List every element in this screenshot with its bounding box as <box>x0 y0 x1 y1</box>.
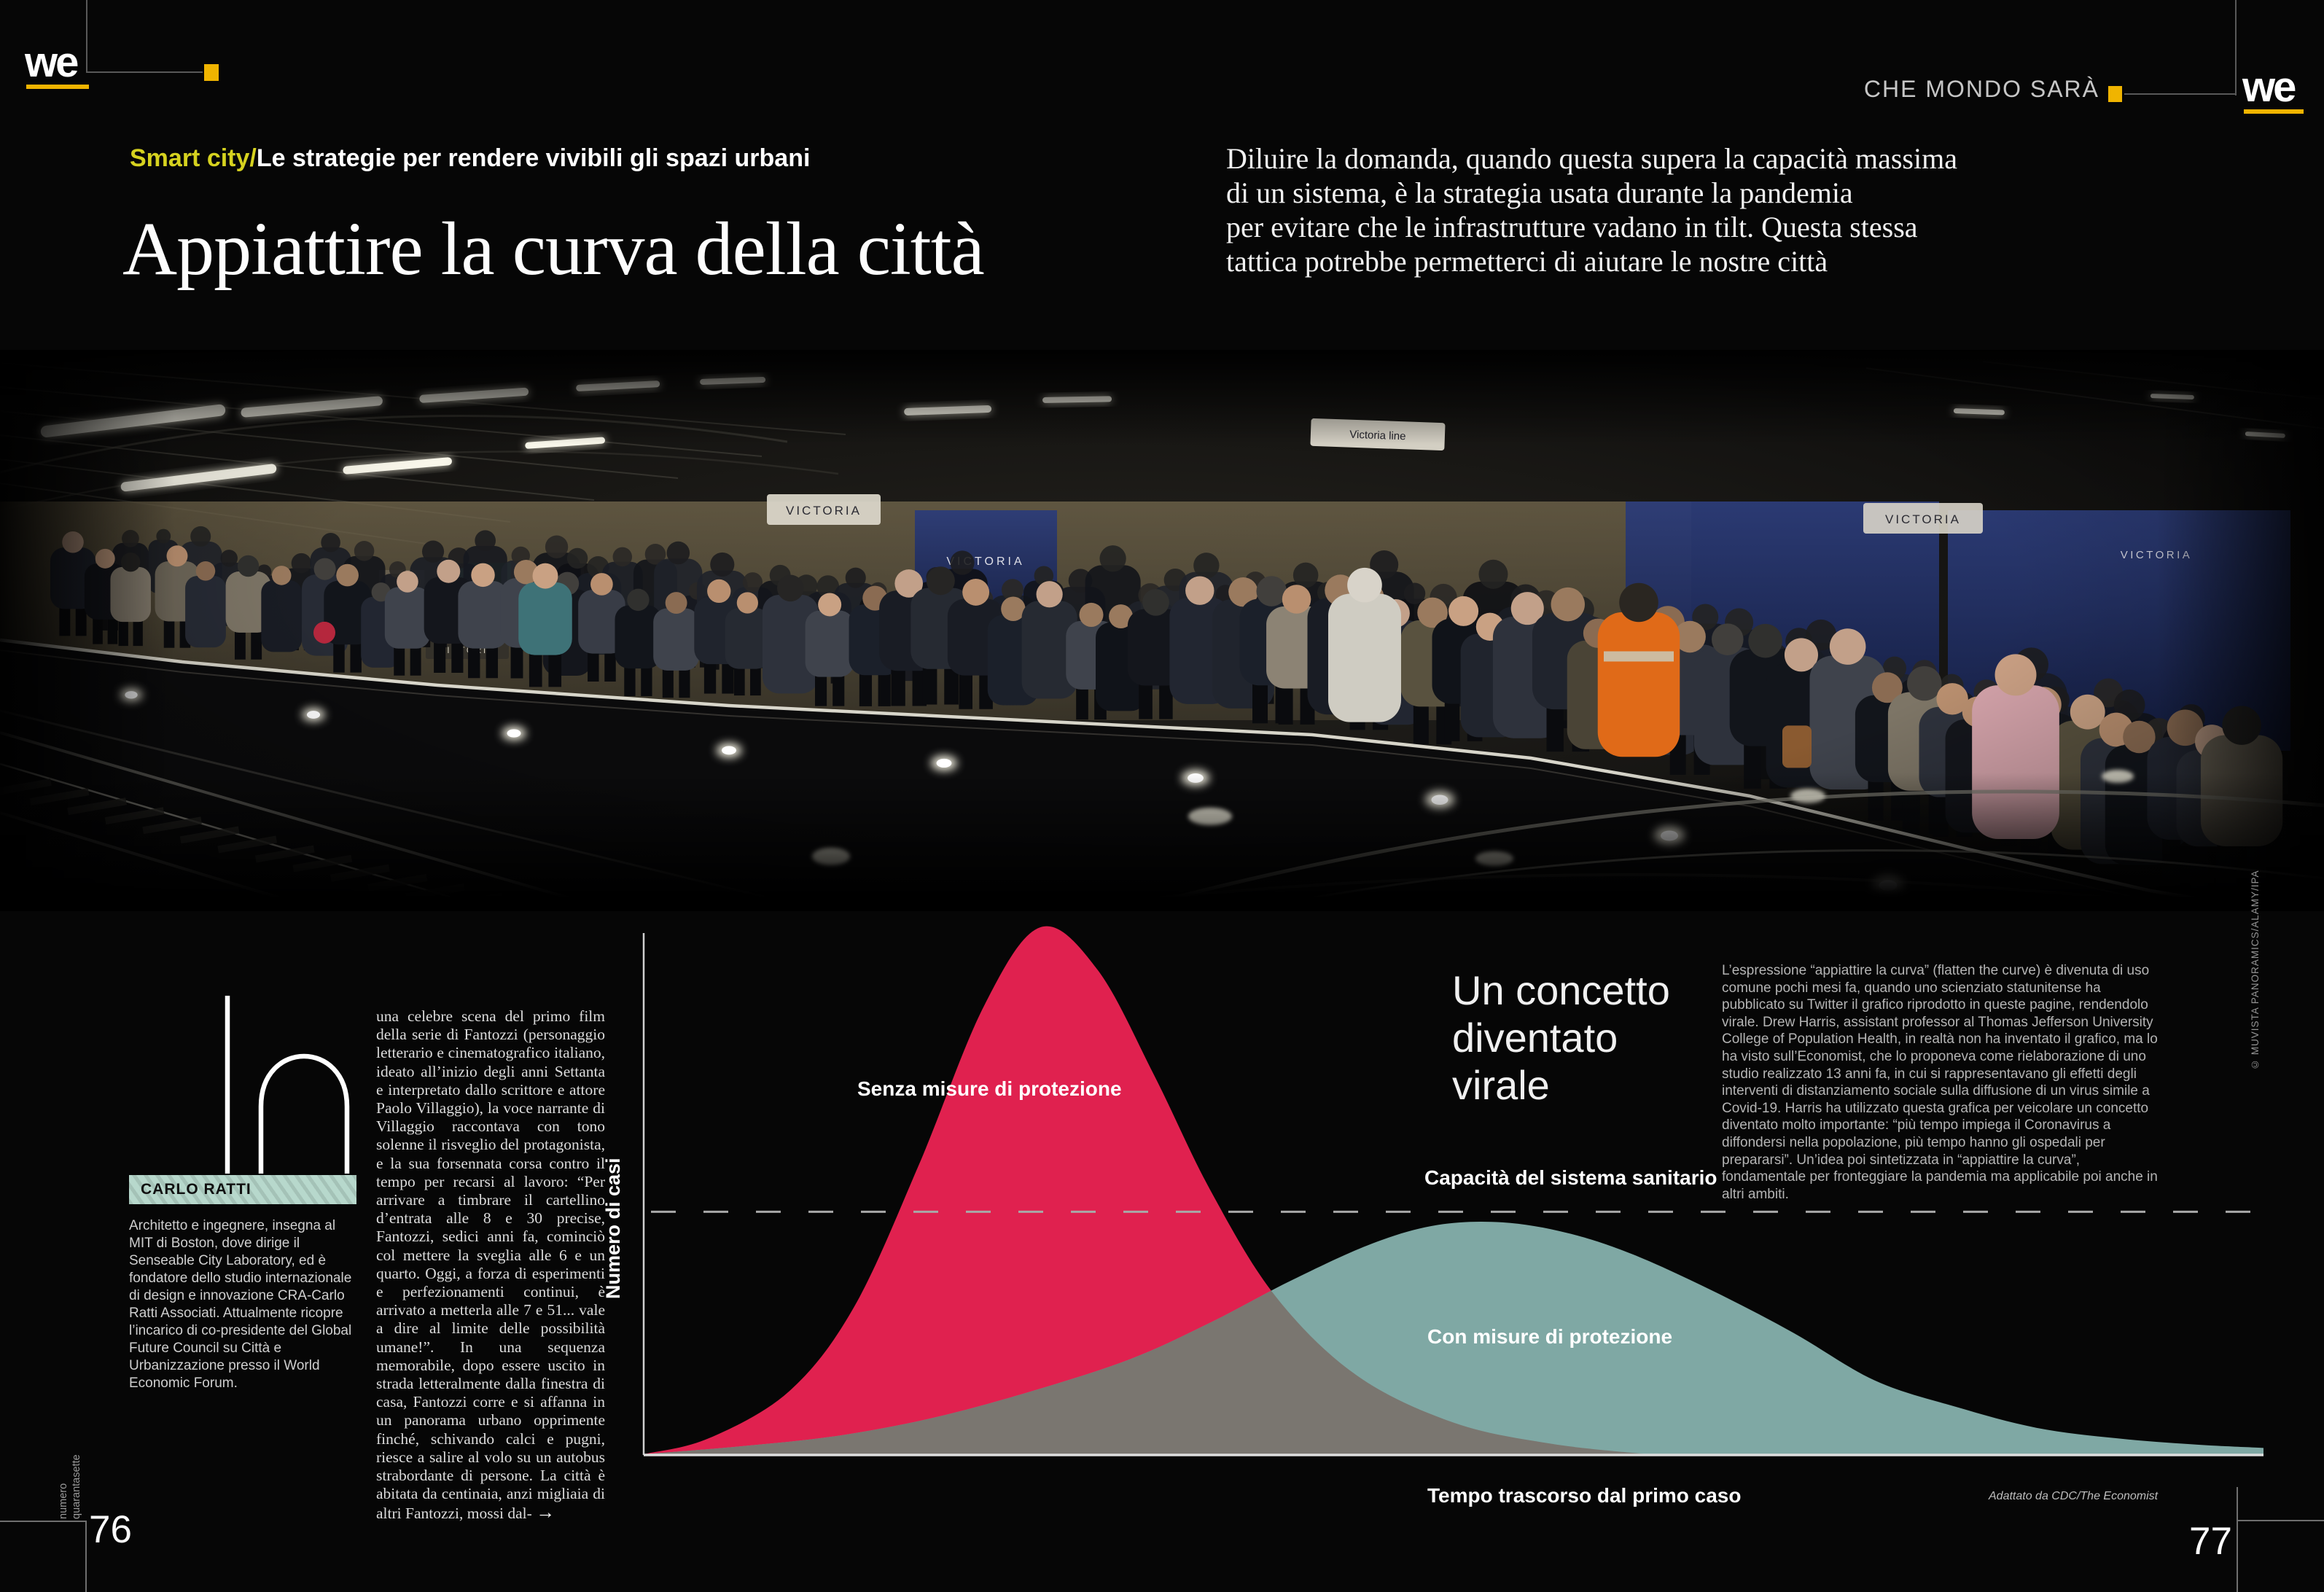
victoria-sign: VICTORIA <box>2121 549 2193 561</box>
magazine-logo-right: we <box>2242 63 2296 111</box>
victoria-line-sign: Victoria line <box>1349 429 1406 443</box>
kicker-text: Le strategie per rendere vivibili gli sp… <box>256 144 811 172</box>
author-bio: Architetto e ingegnere, insegna al MIT d… <box>129 1218 352 1391</box>
line-sign: Victoria line <box>1310 418 1446 451</box>
sidebar-heading-line: virale <box>1452 1062 1550 1108</box>
divider-line <box>2235 0 2237 95</box>
corner-mark <box>0 1521 86 1522</box>
yellow-square-marker <box>204 64 219 81</box>
continuation-arrow: → <box>536 1501 555 1523</box>
author-name-band: CARLO RATTI <box>129 1175 356 1204</box>
issue-line: numero <box>58 1483 69 1519</box>
article-text: una celebre scena del primo film della s… <box>376 1007 605 1523</box>
standfirst-line: di un sistema, è la strategia usata dura… <box>1226 176 1853 209</box>
y-axis-label: Numero di casi <box>602 1158 624 1299</box>
victoria-sign: VICTORIA <box>1885 512 1961 526</box>
label-with-protection: Con misure di protezione <box>1427 1325 1673 1348</box>
logo-underline <box>26 85 89 89</box>
corner-mark <box>2237 1520 2324 1521</box>
corner-mark <box>85 1521 87 1592</box>
page-number-right: 77 <box>2189 1520 2232 1563</box>
magazine-logo-left: we <box>25 39 79 86</box>
label-capacity: Capacità del sistema sanitario <box>1424 1166 1717 1189</box>
kicker-highlight: Smart city/ <box>130 144 257 172</box>
sidebar-body: L’espressione “appiattire la curva” (fla… <box>1722 963 2158 1202</box>
label-no-protection: Senza misure di protezione <box>857 1077 1122 1100</box>
article-body: una celebre scena del primo film della s… <box>376 1007 605 1523</box>
issue-line: quarantasette <box>71 1454 82 1519</box>
chart-source: Adattato da CDC/The Economist <box>1989 1490 2159 1502</box>
divider-line <box>86 0 87 73</box>
sidebar-heading-line: diventato <box>1452 1015 1618 1061</box>
logo-underline <box>2244 109 2304 114</box>
issue-number-vertical: numero quarantasette <box>57 1426 83 1519</box>
headline: Appiattire la curva della città <box>122 207 985 291</box>
x-axis-label: Tempo trascorso dal primo caso <box>1427 1484 1742 1507</box>
divider-line <box>86 71 203 73</box>
yellow-square-marker <box>2108 86 2122 102</box>
divider-line <box>2124 93 2235 95</box>
standfirst: Diluire la domanda, quando questa supera… <box>1226 141 1957 278</box>
standfirst-line: Diluire la domanda, quando questa supera… <box>1226 142 1957 175</box>
dropcap-in <box>225 996 350 1174</box>
corner-mark <box>2237 1487 2238 1592</box>
station-photo-art: VICTORIA VICTORIA VICTORIA VICTORIA VICT… <box>0 350 2324 911</box>
kicker: Smart city/Le strategie per rendere vivi… <box>130 144 810 173</box>
sidebar-heading-line: Un concetto <box>1452 967 1670 1013</box>
victoria-sign: VICTORIA <box>786 504 862 518</box>
standfirst-line: tattica potrebbe permetterci di aiutare … <box>1226 245 1828 278</box>
section-title: CHE MONDO SARÀ <box>1863 76 2099 102</box>
dropcap-stroke <box>258 1053 350 1174</box>
photo-credit: © MUVISTA PANORAMICS/ALAMY/IPA <box>2250 870 2261 1070</box>
standfirst-line: per evitare che le infrastrutture vadano… <box>1226 211 1918 243</box>
sidebar-heading: Un concetto diventato virale <box>1452 967 1670 1109</box>
station-photo: VICTORIA VICTORIA VICTORIA VICTORIA VICT… <box>0 350 2324 911</box>
page-number-left: 76 <box>89 1508 132 1551</box>
